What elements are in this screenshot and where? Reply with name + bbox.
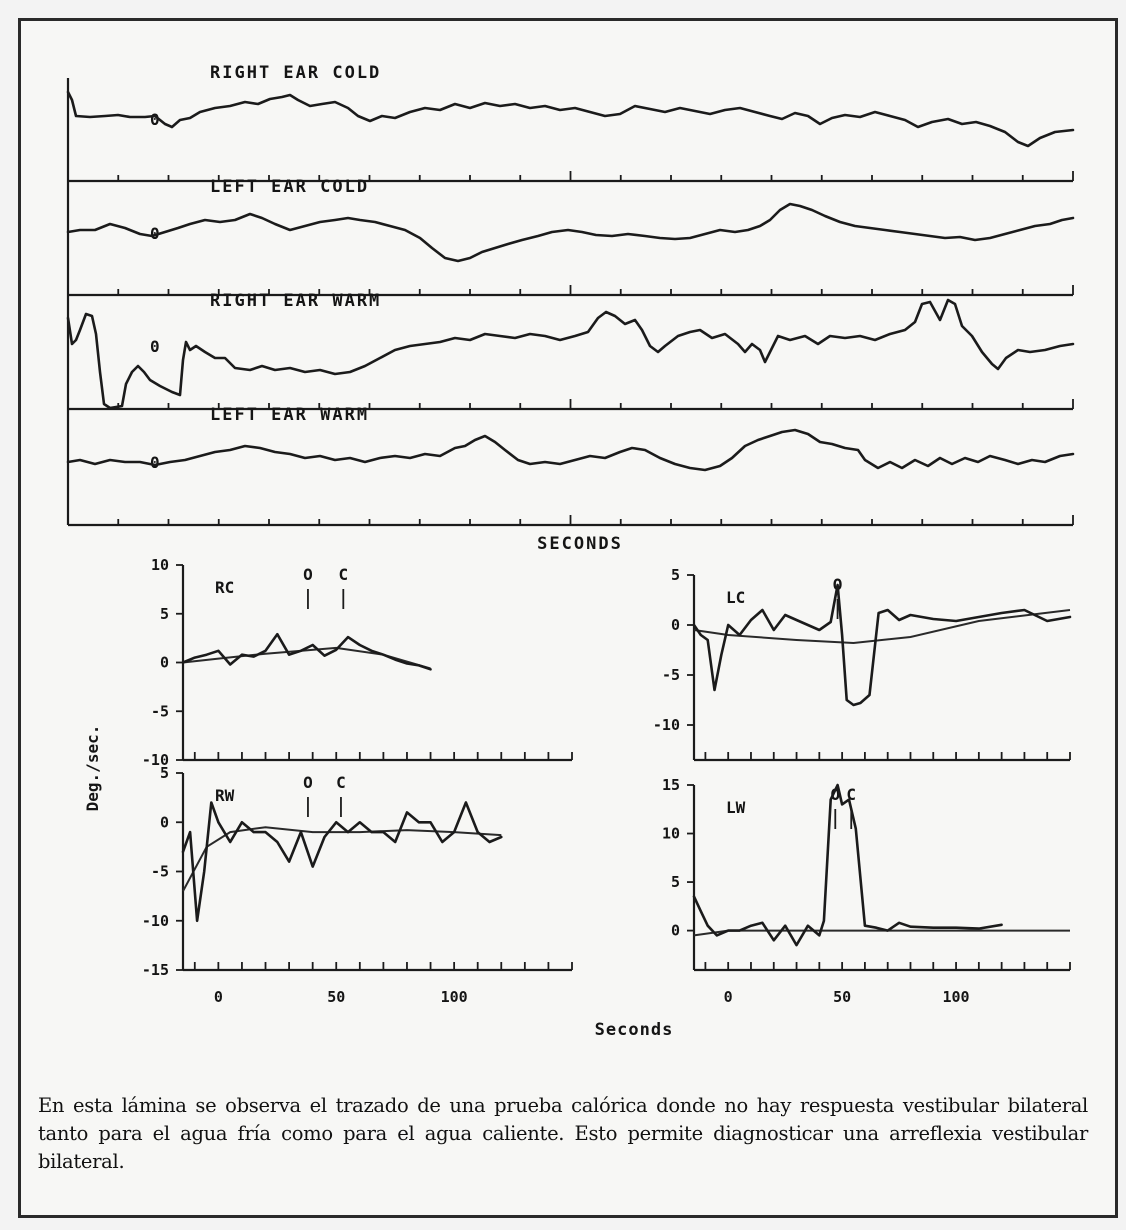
panel-title: RC [215,578,234,597]
panel-rc: 10 5 0 -5 -10 RC O C [142,556,573,769]
y-tick-label: -10 [142,751,169,769]
y-tick-label: 0 [671,616,680,634]
series-line [692,583,1072,707]
y-tick-label: -10 [142,912,169,930]
marker-label: C [338,565,348,584]
marker-label: C [336,773,346,792]
x-axis-label: Seconds [595,1020,674,1040]
trace-right-ear-cold [66,90,1075,148]
x-tick-label: 100 [943,988,970,1006]
y-tick-label: -5 [151,702,169,720]
panel-title-rc: RIGHT EAR COLD [210,63,381,83]
y-tick-label: 15 [662,776,680,794]
y-tick-label: 0 [160,813,169,831]
x-tick-label: 100 [441,988,468,1006]
y-tick-label: 5 [160,764,169,782]
fit-curve [693,609,1071,645]
y-tick-label: -5 [151,863,169,881]
y-tick-label: 5 [160,605,169,623]
panel-title-lc: LEFT EAR COLD [210,177,369,197]
trace-left-ear-cold [66,202,1075,263]
raw-ticks [67,171,1074,525]
zero-label-lw: 0 [150,453,160,472]
series-line [181,632,432,671]
y-tick-label: -5 [662,666,680,684]
zero-label-rw: 0 [150,337,160,356]
figure: RIGHT EAR COLD LEFT EAR COLD RIGHT EAR W… [66,63,1075,1040]
y-tick-label: 5 [671,566,680,584]
raw-x-label: SECONDS [537,534,623,554]
y-tick-label: 0 [160,654,169,672]
marker-label: O [303,565,313,584]
series-line [181,801,503,923]
raw-traces: RIGHT EAR COLD LEFT EAR COLD RIGHT EAR W… [66,63,1075,554]
trace-left-ear-warm [66,428,1075,472]
x-tick-label: 0 [214,988,223,1006]
fit-curve [182,826,502,892]
x-tick-label: 0 [724,988,733,1006]
panel-title-lw: LEFT EAR WARM [210,405,369,425]
panel-title: RW [215,786,235,805]
series-line [692,783,1003,947]
zero-label-lc: 0 [150,224,160,243]
fit-curve [693,929,1070,937]
marker-label: O [303,773,313,792]
panel-title-rw: RIGHT EAR WARM [210,291,381,311]
figure-caption: En esta lámina se observa el trazado de … [38,1094,1088,1173]
y-tick-label: 5 [671,873,680,891]
panel-title: LC [726,588,745,607]
marker-label: C [846,785,856,804]
panel-title: LW [726,798,746,817]
y-axis-label: Deg./sec. [83,725,102,812]
zero-label-rc: 0 [150,110,160,129]
marker-label: O [830,785,840,804]
x-tick-label: 50 [327,988,345,1006]
y-tick-label: 10 [662,825,680,843]
y-tick-label: -15 [142,961,169,979]
x-tick-label: 50 [833,988,851,1006]
y-tick-label: -10 [653,716,680,734]
trace-right-ear-warm [66,298,1075,410]
y-tick-label: 10 [151,556,169,574]
y-tick-label: 0 [671,922,680,940]
